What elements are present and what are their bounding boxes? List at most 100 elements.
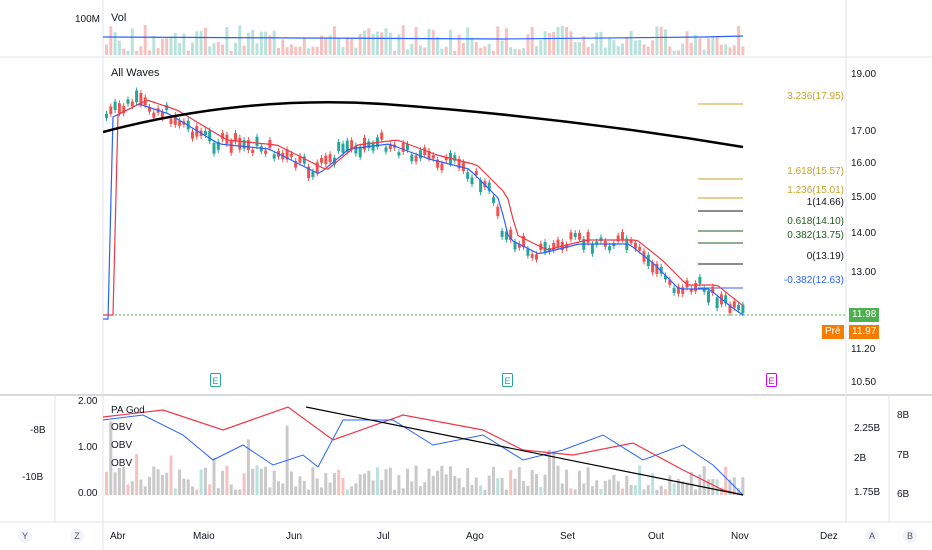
volume-bar xyxy=(681,43,685,55)
main-pane-title[interactable]: All Waves xyxy=(111,67,160,79)
volume-bar xyxy=(702,49,706,55)
indicator-legend-obv[interactable]: OBV xyxy=(111,440,133,451)
candle-body xyxy=(694,282,698,291)
indicator-volume-bar xyxy=(178,469,182,495)
indicator-volume-bar xyxy=(444,474,448,495)
volume-bar xyxy=(397,34,401,55)
volume-bar xyxy=(324,37,328,55)
indicator-volume-bar xyxy=(608,479,612,495)
volume-pane-title[interactable]: Vol xyxy=(111,12,127,24)
fib-level-label: 3.236(17.95) xyxy=(787,91,844,102)
candle-body xyxy=(208,130,212,142)
indicator-volume-bar xyxy=(105,471,108,495)
obv-axis-label: 2.25B xyxy=(854,423,881,434)
scale-button-b[interactable]: B xyxy=(903,529,917,543)
indicator-volume-bar xyxy=(586,467,590,495)
time-axis-label: Nov xyxy=(731,531,749,542)
indicator-volume-bar xyxy=(242,473,246,495)
scale-button-y[interactable]: Y xyxy=(18,529,32,543)
candle-body xyxy=(470,177,474,185)
price-axis-label: 16.00 xyxy=(851,158,877,169)
volume-bar xyxy=(513,48,517,55)
candle-body xyxy=(367,141,371,148)
candle-body xyxy=(169,118,173,124)
candle-body xyxy=(741,304,745,314)
volume-bar xyxy=(474,41,478,55)
candle-body xyxy=(565,244,569,249)
candle-body xyxy=(251,149,255,153)
indicator-volume-bar xyxy=(264,466,268,495)
indicator-volume-bar xyxy=(629,484,633,495)
volume-bar xyxy=(307,48,311,55)
indicator-volume-bar xyxy=(375,467,379,495)
indicator-legend-obv[interactable]: OBV xyxy=(111,458,133,469)
obv-axis-label: 2B xyxy=(854,453,867,464)
volume-bar xyxy=(470,37,474,55)
volume-bar xyxy=(698,38,702,55)
candle-body xyxy=(573,233,577,237)
indicator-volume-bar xyxy=(315,478,319,495)
indicator-legend-pa-god[interactable]: PA God xyxy=(111,405,145,416)
indicator-volume-bar xyxy=(522,481,526,495)
candle-body xyxy=(298,155,302,163)
volume-bar xyxy=(509,47,513,55)
candle-body xyxy=(117,103,121,114)
earnings-marker-icon[interactable]: E xyxy=(210,373,221,387)
fast-moving-average-line xyxy=(103,103,744,320)
volume-bar xyxy=(277,48,280,55)
volume-bar xyxy=(672,50,676,55)
candle-body xyxy=(668,279,672,285)
volume-bar xyxy=(229,50,233,55)
candle-body xyxy=(715,297,719,309)
indicator-volume-bar xyxy=(560,483,564,495)
candle-body xyxy=(509,229,513,241)
indicator-volume-bar xyxy=(251,468,255,495)
volume-bar xyxy=(264,31,268,55)
candle-body xyxy=(732,301,736,308)
indicator-volume-bar xyxy=(143,486,147,495)
indicator-volume-bar xyxy=(449,466,452,495)
candle-body xyxy=(535,254,538,260)
indicator-axis-label: 1.00 xyxy=(78,442,98,453)
indicator-volume-bar xyxy=(388,467,392,495)
candle-body xyxy=(689,288,693,292)
auto-scale-button[interactable]: A xyxy=(865,529,879,543)
volume-bar xyxy=(483,46,487,55)
candle-body xyxy=(599,237,603,242)
candle-body xyxy=(173,115,177,125)
candle-body xyxy=(302,156,306,164)
candle-body xyxy=(436,159,440,168)
indicator-volume-bar xyxy=(500,478,504,495)
volume-bar xyxy=(341,47,345,55)
candle-body xyxy=(345,140,349,152)
indicator-volume-bar xyxy=(199,469,203,495)
candle-body xyxy=(238,137,242,150)
candle-body xyxy=(590,244,594,254)
obv-axis-label: 1.75B xyxy=(854,487,881,498)
time-axis-label: Maio xyxy=(193,531,215,542)
price-axis-label: 11.20 xyxy=(851,344,876,355)
indicator-legend-obv[interactable]: OBV xyxy=(111,422,133,433)
price-chart[interactable] xyxy=(103,57,846,395)
candle-body xyxy=(272,154,276,159)
volume-bar xyxy=(603,47,607,55)
earnings-marker-icon[interactable]: E xyxy=(766,373,777,387)
indicator-volume-bar xyxy=(427,468,431,495)
indicator-volume-bar xyxy=(272,470,276,495)
indicator-volume-bar xyxy=(195,489,199,495)
indicator-volume-bar xyxy=(737,488,741,495)
volume-bar xyxy=(664,29,667,55)
indicator-volume-bar xyxy=(621,488,624,495)
price-axis-label: 19.00 xyxy=(851,69,877,80)
candle-body xyxy=(444,156,448,161)
indicator-volume-bar xyxy=(354,483,358,495)
candle-body xyxy=(324,155,328,165)
volume-bar xyxy=(728,47,732,55)
volume-bar xyxy=(552,31,556,55)
time-axis-label: Jun xyxy=(286,531,303,542)
scale-button-z[interactable]: Z xyxy=(70,529,84,543)
indicator-volume-bar xyxy=(565,469,569,495)
indicator-chart[interactable] xyxy=(103,395,846,522)
earnings-marker-icon[interactable]: E xyxy=(502,373,513,387)
indicator-volume-bar xyxy=(573,489,577,495)
